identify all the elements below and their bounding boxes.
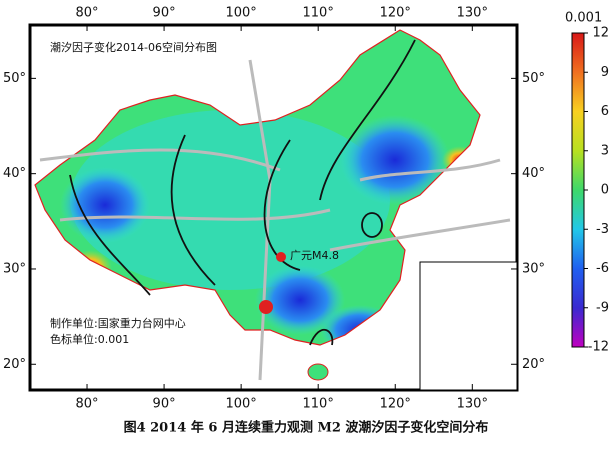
y-tick-label-left: 20°: [3, 357, 26, 372]
colorbar-tick-label: 3: [601, 143, 609, 158]
colorbar-tick-label: -3: [596, 222, 609, 237]
x-tick-label-bottom: 80°: [75, 397, 98, 412]
x-tick-label-top: 120°: [380, 6, 411, 21]
x-tick-label-top: 130°: [457, 6, 488, 21]
epicenter: [276, 252, 286, 262]
colorbar: [571, 32, 585, 348]
x-tick-label-top: 90°: [153, 6, 176, 21]
y-tick-label-right: 50°: [522, 71, 545, 86]
contours: [69, 39, 416, 346]
x-tick-label-top: 100°: [225, 6, 256, 21]
colorbar-tick-label: 12: [592, 26, 609, 41]
hainan: [307, 363, 329, 381]
x-tick-label-bottom: 110°: [303, 397, 334, 412]
colorbar-tick-label: -9: [596, 300, 609, 315]
colorbar-tick-label: 0: [601, 183, 609, 198]
x-tick-label-top: 110°: [303, 6, 334, 21]
unit-note: 色标单位:0.001: [50, 332, 129, 346]
colorbar-tick-label: -6: [596, 261, 609, 276]
colorbar-tick-label: -12: [588, 340, 609, 355]
inset-frame: [419, 261, 518, 391]
producer: 制作单位:国家重力台网中心: [50, 316, 186, 330]
y-tick-label-left: 50°: [3, 71, 26, 86]
event-marker: [259, 300, 273, 314]
x-tick-label-bottom: 130°: [457, 397, 488, 412]
colorbar-tick-label: 6: [601, 104, 609, 119]
y-tick-label-right: 40°: [522, 166, 545, 181]
y-tick-label-right: 30°: [522, 261, 545, 276]
x-tick-label-top: 80°: [75, 6, 98, 21]
epicenter-label: 广元M4.8: [290, 249, 339, 262]
map-title: 潮汐因子变化2014-06空间分布图: [50, 40, 217, 54]
x-tick-label-bottom: 120°: [380, 397, 411, 412]
border: [34, 29, 481, 346]
colorbar-unit: 0.001: [565, 11, 602, 26]
x-tick-label-bottom: 100°: [225, 397, 256, 412]
y-tick-label-left: 40°: [3, 166, 26, 181]
colorbar-tick-label: 9: [601, 65, 609, 80]
y-tick-label-left: 30°: [3, 261, 26, 276]
x-tick-label-bottom: 90°: [153, 397, 176, 412]
y-tick-label-right: 20°: [522, 357, 545, 372]
caption: 图4 2014 年 6 月连续重力观测 M2 波潮汐因子变化空间分布: [124, 420, 489, 436]
